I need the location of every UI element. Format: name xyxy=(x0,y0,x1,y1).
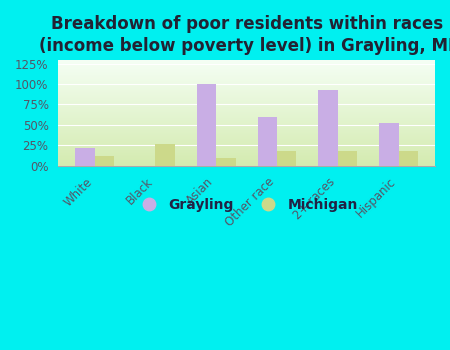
Bar xyxy=(257,117,277,166)
Bar xyxy=(379,123,399,166)
Bar xyxy=(318,90,338,166)
Bar xyxy=(399,151,418,166)
Legend: Grayling, Michigan: Grayling, Michigan xyxy=(130,192,364,217)
Bar xyxy=(155,144,175,166)
Bar xyxy=(197,84,216,166)
Bar xyxy=(94,156,114,166)
Bar xyxy=(338,151,357,166)
Title: Breakdown of poor residents within races
(income below poverty level) in Graylin: Breakdown of poor residents within races… xyxy=(39,15,450,55)
Bar xyxy=(277,151,297,166)
Bar xyxy=(75,148,94,166)
Bar xyxy=(216,158,236,166)
